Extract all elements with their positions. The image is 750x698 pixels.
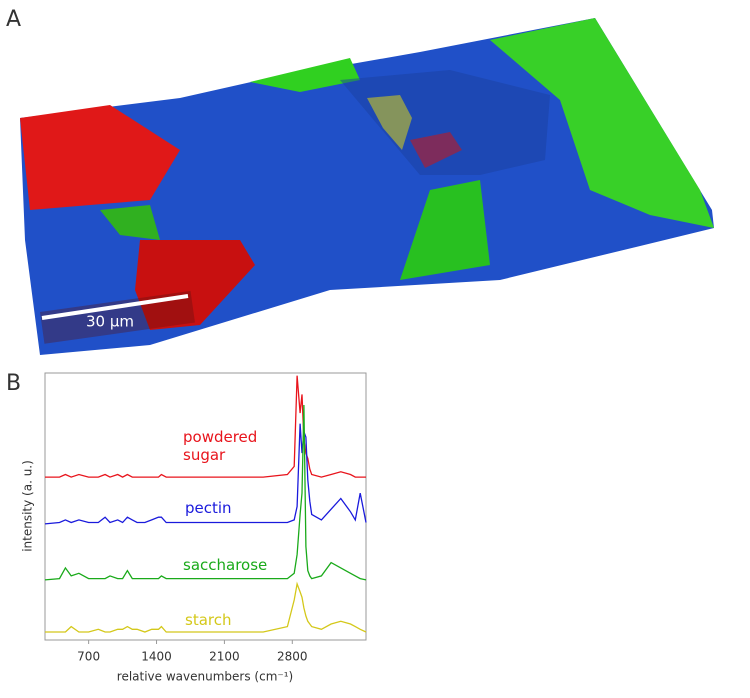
y-axis-label: intensity (a. u.) xyxy=(21,460,35,552)
series-label: pectin xyxy=(185,499,232,517)
panel-label: B xyxy=(6,371,21,396)
series-label: starch xyxy=(185,611,232,629)
x-tick-label: 2100 xyxy=(209,650,240,664)
spectrum-line xyxy=(45,581,367,633)
spectrum-line xyxy=(44,404,367,581)
plot-frame xyxy=(44,372,367,641)
series-label: saccharose xyxy=(183,556,268,574)
x-tick-label: 700 xyxy=(77,650,100,664)
panel-label: A xyxy=(6,7,21,32)
surface-image xyxy=(20,18,714,355)
x-tick-label: 2800 xyxy=(277,650,308,664)
series-label: powdered sugar xyxy=(183,428,258,464)
x-tick-label: 1400 xyxy=(141,650,172,664)
spectrum-line xyxy=(45,375,366,478)
x-axis-label: relative wavenumbers (cm⁻¹) xyxy=(117,670,293,684)
scale-bar-label: 30 µm xyxy=(86,313,134,331)
spectrum-line xyxy=(44,423,367,525)
